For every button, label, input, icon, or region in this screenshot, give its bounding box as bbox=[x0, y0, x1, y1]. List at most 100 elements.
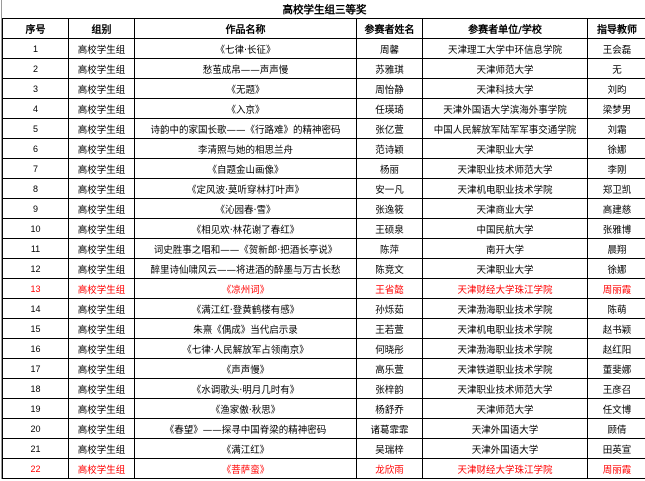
cell-name[interactable]: 王硕泉 bbox=[356, 218, 423, 239]
cell-school[interactable]: 天津外国语大学 bbox=[422, 438, 588, 459]
cell-group[interactable]: 高校学生组 bbox=[68, 158, 135, 179]
cell-teacher[interactable]: 董斐娜 bbox=[587, 358, 645, 379]
cell-teacher[interactable]: 周丽霞 bbox=[587, 458, 645, 479]
cell-group[interactable]: 高校学生组 bbox=[68, 238, 135, 259]
cell-work[interactable]: 《凉州词》 bbox=[134, 278, 357, 299]
cell-teacher[interactable]: 赵书颖 bbox=[587, 318, 645, 339]
cell-school[interactable]: 天津铁道职业技术学院 bbox=[422, 358, 588, 379]
cell-school[interactable]: 天津机电职业技术学院 bbox=[422, 318, 588, 339]
cell-no[interactable]: 9 bbox=[2, 198, 69, 219]
cell-work[interactable]: 愁茧成帛——声声慢 bbox=[134, 58, 357, 79]
cell-no[interactable]: 8 bbox=[2, 178, 69, 199]
cell-school[interactable]: 天津商业大学 bbox=[422, 198, 588, 219]
cell-no[interactable]: 22 bbox=[2, 458, 69, 479]
cell-teacher[interactable]: 徐娜 bbox=[587, 258, 645, 279]
cell-teacher[interactable]: 刘昀 bbox=[587, 78, 645, 99]
cell-school[interactable]: 中国人民解放军陆军军事交通学院 bbox=[422, 118, 588, 139]
cell-work[interactable]: 《沁园春·雪》 bbox=[134, 198, 357, 219]
cell-work[interactable]: 《七律·人民解放军占领南京》 bbox=[134, 338, 357, 359]
cell-name[interactable]: 杨丽 bbox=[356, 158, 423, 179]
cell-work[interactable]: 《七律·长征》 bbox=[134, 38, 357, 59]
cell-no[interactable]: 21 bbox=[2, 438, 69, 459]
cell-teacher[interactable]: 任文博 bbox=[587, 398, 645, 419]
cell-school[interactable]: 天津渤海职业技术学院 bbox=[422, 338, 588, 359]
cell-name[interactable]: 诸葛霏霏 bbox=[356, 418, 423, 439]
cell-no[interactable]: 10 bbox=[2, 218, 69, 239]
cell-no[interactable]: 16 bbox=[2, 338, 69, 359]
cell-school[interactable]: 天津师范大学 bbox=[422, 58, 588, 79]
cell-school[interactable]: 天津师范大学 bbox=[422, 398, 588, 419]
cell-name[interactable]: 孙烁茹 bbox=[356, 298, 423, 319]
cell-teacher[interactable]: 高建慈 bbox=[587, 198, 645, 219]
cell-work[interactable]: 词史胜事之唱和——《贺新郎·把酒长亭说》 bbox=[134, 238, 357, 259]
cell-name[interactable]: 张逸筱 bbox=[356, 198, 423, 219]
cell-name[interactable]: 陈竞文 bbox=[356, 258, 423, 279]
cell-group[interactable]: 高校学生组 bbox=[68, 298, 135, 319]
cell-work[interactable]: 《渔家傲·秋思》 bbox=[134, 398, 357, 419]
cell-name[interactable]: 任瑛琦 bbox=[356, 98, 423, 119]
cell-group[interactable]: 高校学生组 bbox=[68, 458, 135, 479]
cell-group[interactable]: 高校学生组 bbox=[68, 258, 135, 279]
cell-work[interactable]: 《菩萨蛮》 bbox=[134, 458, 357, 479]
cell-no[interactable]: 6 bbox=[2, 138, 69, 159]
cell-school[interactable]: 南开大学 bbox=[422, 238, 588, 259]
cell-work[interactable]: 诗韵中的家国长歌——《行路难》的精神密码 bbox=[134, 118, 357, 139]
cell-school[interactable]: 天津职业技术师范大学 bbox=[422, 378, 588, 399]
cell-no[interactable]: 7 bbox=[2, 158, 69, 179]
cell-name[interactable]: 张亿萱 bbox=[356, 118, 423, 139]
cell-work[interactable]: 李清照与她的相思兰舟 bbox=[134, 138, 357, 159]
cell-work[interactable]: 《春望》——探寻中国脊梁的精神密码 bbox=[134, 418, 357, 439]
cell-name[interactable]: 安一凡 bbox=[356, 178, 423, 199]
cell-group[interactable]: 高校学生组 bbox=[68, 98, 135, 119]
cell-name[interactable]: 龙欣雨 bbox=[356, 458, 423, 479]
cell-group[interactable]: 高校学生组 bbox=[68, 118, 135, 139]
cell-group[interactable]: 高校学生组 bbox=[68, 338, 135, 359]
cell-work[interactable]: 《满江红·登黄鹤楼有感》 bbox=[134, 298, 357, 319]
cell-teacher[interactable]: 王彦召 bbox=[587, 378, 645, 399]
cell-group[interactable]: 高校学生组 bbox=[68, 358, 135, 379]
cell-school[interactable]: 天津职业大学 bbox=[422, 258, 588, 279]
cell-group[interactable]: 高校学生组 bbox=[68, 318, 135, 339]
cell-name[interactable]: 周怡静 bbox=[356, 78, 423, 99]
cell-school[interactable]: 天津机电职业技术学院 bbox=[422, 178, 588, 199]
cell-school[interactable]: 天津渤海职业技术学院 bbox=[422, 298, 588, 319]
cell-name[interactable]: 王省懿 bbox=[356, 278, 423, 299]
cell-group[interactable]: 高校学生组 bbox=[68, 178, 135, 199]
cell-name[interactable]: 陈萍 bbox=[356, 238, 423, 259]
cell-group[interactable]: 高校学生组 bbox=[68, 198, 135, 219]
cell-no[interactable]: 1 bbox=[2, 38, 69, 59]
cell-school[interactable]: 天津科技大学 bbox=[422, 78, 588, 99]
cell-no[interactable]: 17 bbox=[2, 358, 69, 379]
cell-no[interactable]: 5 bbox=[2, 118, 69, 139]
cell-teacher[interactable]: 晨翔 bbox=[587, 238, 645, 259]
cell-work[interactable]: 《相见欢·林花谢了春红》 bbox=[134, 218, 357, 239]
cell-name[interactable]: 苏雅琪 bbox=[356, 58, 423, 79]
cell-school[interactable]: 天津理工大学中环信息学院 bbox=[422, 38, 588, 59]
cell-no[interactable]: 4 bbox=[2, 98, 69, 119]
cell-name[interactable]: 杨舒乔 bbox=[356, 398, 423, 419]
cell-teacher[interactable]: 梁梦男 bbox=[587, 98, 645, 119]
cell-school[interactable]: 天津外国语大学滨海外事学院 bbox=[422, 98, 588, 119]
cell-work[interactable]: 醉里诗仙啸风云——将进酒的醉墨与万古长愁 bbox=[134, 258, 357, 279]
cell-name[interactable]: 何晓彤 bbox=[356, 338, 423, 359]
cell-no[interactable]: 12 bbox=[2, 258, 69, 279]
cell-teacher[interactable]: 赵红阳 bbox=[587, 338, 645, 359]
cell-no[interactable]: 19 bbox=[2, 398, 69, 419]
cell-no[interactable]: 14 bbox=[2, 298, 69, 319]
cell-no[interactable]: 13 bbox=[2, 278, 69, 299]
cell-work[interactable]: 《无题》 bbox=[134, 78, 357, 99]
cell-work[interactable]: 《入京》 bbox=[134, 98, 357, 119]
cell-teacher[interactable]: 田英宣 bbox=[587, 438, 645, 459]
cell-teacher[interactable]: 李刚 bbox=[587, 158, 645, 179]
cell-group[interactable]: 高校学生组 bbox=[68, 438, 135, 459]
cell-name[interactable]: 王若萱 bbox=[356, 318, 423, 339]
cell-school[interactable]: 天津外国语大学 bbox=[422, 418, 588, 439]
cell-no[interactable]: 3 bbox=[2, 78, 69, 99]
cell-teacher[interactable]: 陈萌 bbox=[587, 298, 645, 319]
cell-name[interactable]: 吴瑞梓 bbox=[356, 438, 423, 459]
cell-work[interactable]: 朱熹《偶成》当代启示录 bbox=[134, 318, 357, 339]
cell-group[interactable]: 高校学生组 bbox=[68, 398, 135, 419]
cell-teacher[interactable]: 郑卫凯 bbox=[587, 178, 645, 199]
cell-group[interactable]: 高校学生组 bbox=[68, 78, 135, 99]
cell-school[interactable]: 天津职业技术师范大学 bbox=[422, 158, 588, 179]
